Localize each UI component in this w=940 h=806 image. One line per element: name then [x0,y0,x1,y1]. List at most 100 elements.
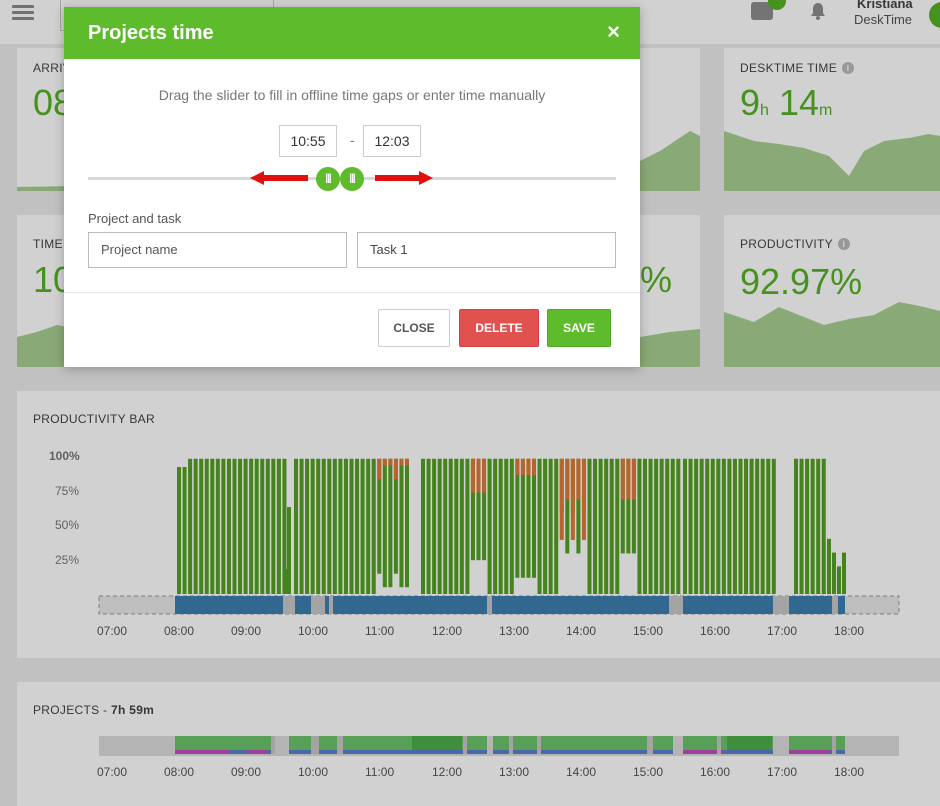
productive-bar [509,458,514,594]
unproductive-bar [559,458,564,540]
x-label: 18:00 [834,624,865,638]
productive-bar [832,552,836,594]
y-label-50: 50% [55,518,80,532]
x-label: 13:00 [499,765,530,779]
productivity-bar-card: PRODUCTIVITY BAR 100% 75% 50% 25% 07:00 … [17,391,940,658]
unproductive-bar [482,458,487,493]
unproductive-bar [377,458,382,480]
bell-icon[interactable] [810,2,826,20]
unproductive-bar [470,458,475,493]
productivity-card: PRODUCTIVITY i 92.97% [724,215,940,367]
productive-bar [271,458,276,594]
y-label-75: 75% [55,484,80,498]
projects-card: PROJECTS - 7h 59m 07:00 08:00 09:00 10:0… [17,682,940,806]
projects-timeline [99,736,899,756]
unproductive-bar [526,458,531,475]
desktime-m-unit: m [819,102,833,119]
productive-bar [276,458,281,594]
slider-end-handle[interactable]: ||| [340,167,364,191]
productive-bar [710,458,715,594]
project-segment-magenta [175,750,230,754]
productive-bar [393,458,398,574]
unproductive-bar [382,458,387,466]
productive-bar [816,458,821,594]
productive-bar [421,458,425,594]
productive-bar [482,458,487,561]
timeline-gap [832,596,838,614]
unproductive-bar [388,458,393,466]
x-label: 07:00 [97,624,128,638]
instruction-text: Drag the slider to fill in offline time … [158,87,546,103]
project-name-field[interactable]: Project name [88,232,347,268]
project-gap [717,736,721,754]
start-time-input[interactable]: 10:55 [279,125,337,157]
info-icon[interactable]: i [842,62,855,74]
project-gap [463,736,467,754]
productive-bar [382,458,387,588]
slider-start-handle[interactable]: ||| [316,167,340,191]
productive-bar [399,458,404,588]
productive-bar [316,458,321,594]
project-segment-blue [289,750,487,754]
chat-icon[interactable] [751,2,773,20]
x-label: 11:00 [365,765,395,779]
productive-bar [665,458,670,594]
user-name[interactable]: Kristiana [857,0,913,11]
productive-bar [648,458,653,594]
avatar[interactable] [929,2,940,28]
productive-bar [794,458,798,594]
x-label: 12:00 [432,765,463,779]
unproductive-bar [626,458,631,500]
info-icon[interactable]: i [837,238,850,250]
project-gap [271,736,275,754]
modal-divider [64,292,640,293]
productive-bar [676,458,681,594]
hamburger-menu-icon[interactable] [12,5,34,21]
productive-bar [504,458,509,594]
timeline-gap [329,596,333,614]
productive-bar [282,458,287,594]
productive-bar [799,458,804,594]
project-segment-green [175,736,275,750]
productive-bar [810,458,815,594]
productive-bar [199,458,204,594]
productive-bar [305,458,310,594]
productive-bar [437,458,442,594]
x-label: 14:00 [566,624,597,638]
productive-bar [615,458,620,594]
timeline-gap [669,596,683,614]
project-segment-magenta [247,750,267,754]
right-arrow-icon [375,171,433,185]
timeline-gap [487,596,492,614]
productive-bar [360,458,365,594]
notification-badge [768,0,786,10]
save-button[interactable]: SAVE [547,309,611,347]
projects-title-text: PROJECTS - [33,703,111,717]
delete-button[interactable]: DELETE [459,309,539,347]
productive-bar [827,538,831,594]
task-field[interactable]: Task 1 [357,232,616,268]
productivity-bars [98,458,900,615]
close-button[interactable]: CLOSE [378,309,450,347]
desktime-hours: 9 [740,82,761,123]
project-segment-blue [493,750,673,754]
desktime-h-unit: h [760,102,769,119]
productive-bar [177,467,181,594]
productive-bar [537,458,542,594]
middle-bottom-sparkline [640,329,700,367]
productive-bar [842,552,846,594]
modal-header: Projects time × [64,7,640,59]
x-label: 08:00 [164,765,195,779]
close-icon[interactable]: × [607,19,620,44]
productive-bar [294,458,298,594]
productive-bar [659,458,664,594]
end-time-input[interactable]: 12:03 [363,125,421,157]
unproductive-bar [532,458,536,475]
productive-bar [338,458,343,594]
project-segment-darkgreen [412,736,462,750]
y-label-100: 100% [49,449,80,463]
productive-bar [371,458,376,594]
productive-bar [755,458,760,594]
desktime-card: DESKTIME TIME i 9h 14m [724,48,940,191]
project-segment-blue [683,750,773,754]
